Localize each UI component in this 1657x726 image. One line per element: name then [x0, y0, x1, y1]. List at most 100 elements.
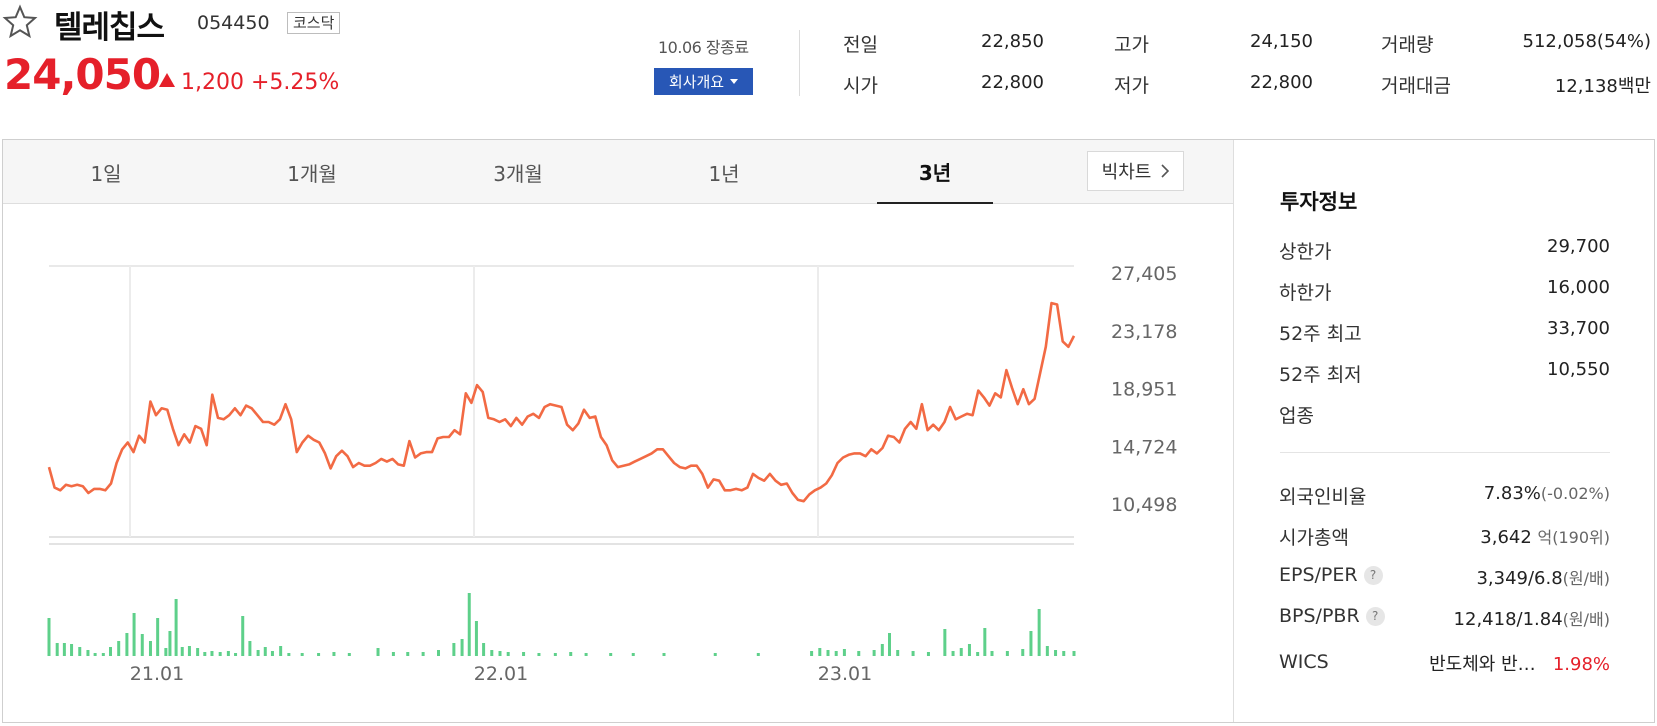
eps-per: EPS/PER? [1279, 564, 1383, 586]
tab-1y[interactable]: 1년 [708, 161, 740, 186]
tab-1d[interactable]: 1일 [90, 161, 122, 186]
volume-bar [196, 648, 200, 656]
volume-bar [156, 618, 160, 656]
volume-bar [490, 650, 494, 656]
volume-bar [332, 652, 336, 656]
volume-bar [1037, 609, 1041, 656]
volume-bar [967, 644, 971, 656]
volume-bar [117, 641, 121, 656]
volume-bar [226, 651, 230, 656]
volume-bar [584, 653, 588, 656]
volume-bar [256, 650, 260, 656]
volume-bar [168, 631, 172, 656]
y-tick-label: 23,178 [1111, 321, 1177, 343]
volume-bar [148, 641, 152, 656]
volume-bar [78, 647, 82, 656]
market-cap-label: 시가총액 [1279, 527, 1349, 549]
volume-bar [203, 652, 207, 656]
low-value: 22,800 [1250, 72, 1313, 93]
volume-bar [482, 643, 486, 656]
volume-bar [756, 653, 760, 656]
week52-low-label: 52주 최저 [1279, 364, 1362, 386]
volume-bar [553, 653, 557, 656]
volume-bar [62, 643, 66, 656]
volume-bar [317, 653, 321, 656]
open-value: 22,800 [981, 72, 1044, 93]
volume-bar [983, 628, 987, 656]
x-tick-label: 22.01 [474, 663, 528, 685]
volume-bar [86, 650, 90, 656]
high-label: 고가 [1114, 34, 1149, 56]
tab-1m[interactable]: 1개월 [287, 161, 337, 186]
tab-3y[interactable]: 3년 [877, 140, 993, 204]
volume-bar [474, 621, 478, 656]
lower-limit-value: 16,000 [1547, 277, 1610, 298]
week52-high-value: 33,700 [1547, 318, 1610, 339]
week52-low-value: 10,550 [1547, 359, 1610, 380]
volume-bar [1005, 651, 1009, 656]
bigchart-label: 빅차트 [1101, 162, 1152, 183]
y-tick-label: 27,405 [1111, 263, 1177, 285]
price-change: 1,200 [181, 70, 244, 95]
y-tick-label: 10,498 [1111, 494, 1177, 516]
volume-bar [818, 648, 822, 656]
lower-limit-label: 하한가 [1279, 282, 1332, 304]
volume-bar [93, 653, 97, 656]
y-tick-label: 14,724 [1111, 436, 1177, 458]
volume-bar [109, 647, 112, 656]
foreign-ratio-value: 7.83% [1483, 483, 1541, 504]
stock-name: 텔레칩스 [54, 10, 165, 46]
help-icon[interactable]: ? [1365, 607, 1385, 626]
volume-bar [506, 652, 510, 656]
volume-bar [911, 651, 915, 656]
volume-bar [210, 651, 214, 656]
volume-bar [826, 650, 830, 656]
header-divider [799, 30, 800, 96]
trade-amount-value: 12,138 [1554, 76, 1618, 97]
upper-limit-value: 29,700 [1547, 236, 1610, 257]
bps-pbr-label: BPS/PBR [1279, 605, 1360, 627]
volume-bar [1021, 649, 1025, 656]
market-cap: 3,642 억(190위) [1400, 524, 1610, 548]
volume-bar [263, 647, 267, 656]
company-overview-button[interactable]: 회사개요 [654, 68, 753, 95]
x-tick-label: 23.01 [818, 663, 872, 685]
volume-bar [125, 633, 129, 656]
foreign-ratio-change: (-0.02%) [1540, 484, 1610, 503]
volume-bar [951, 651, 955, 656]
volume-bar [140, 634, 144, 656]
volume-bar [467, 593, 471, 656]
volume-bar [1072, 651, 1076, 656]
volume-bar [959, 648, 963, 656]
market-badge: 코스닥 [287, 12, 341, 34]
volume-bar [164, 648, 168, 656]
volume-bar [452, 643, 456, 656]
volume-bar [180, 647, 184, 656]
star-icon[interactable] [2, 4, 38, 40]
help-icon[interactable]: ? [1363, 566, 1383, 585]
volume-bar [47, 618, 51, 656]
volume-bar [70, 644, 74, 656]
wics-label: WICS [1279, 651, 1329, 673]
current-price: 24,050 [4, 50, 161, 99]
eps-per-unit: (원/배) [1562, 569, 1610, 588]
bigchart-button[interactable]: 빅차트 [1087, 151, 1184, 191]
volume-bar [234, 653, 238, 656]
bps-pbr-value: 12,418/1.84 [1453, 609, 1563, 630]
market-close-time: 10.06 장종료 [658, 38, 749, 57]
eps-per-values: 3,349/6.8(원/배) [1400, 565, 1610, 589]
market-cap-unit: 억(190위) [1537, 528, 1610, 547]
bps-pbr: BPS/PBR? [1279, 605, 1385, 627]
period-tab-bar [3, 140, 1233, 204]
low-label: 저가 [1114, 75, 1149, 97]
volume-bar [300, 653, 304, 656]
investment-info-title: 투자정보 [1280, 190, 1358, 214]
wics-pct: 1.98% [1552, 654, 1610, 675]
volume-bar [1045, 646, 1049, 656]
wics-value[interactable]: 반도체와 반… [1429, 654, 1536, 675]
volume-bar [609, 653, 613, 656]
tab-3m[interactable]: 3개월 [493, 161, 543, 186]
volume-bar [1062, 651, 1066, 656]
volume-bar [857, 651, 861, 656]
